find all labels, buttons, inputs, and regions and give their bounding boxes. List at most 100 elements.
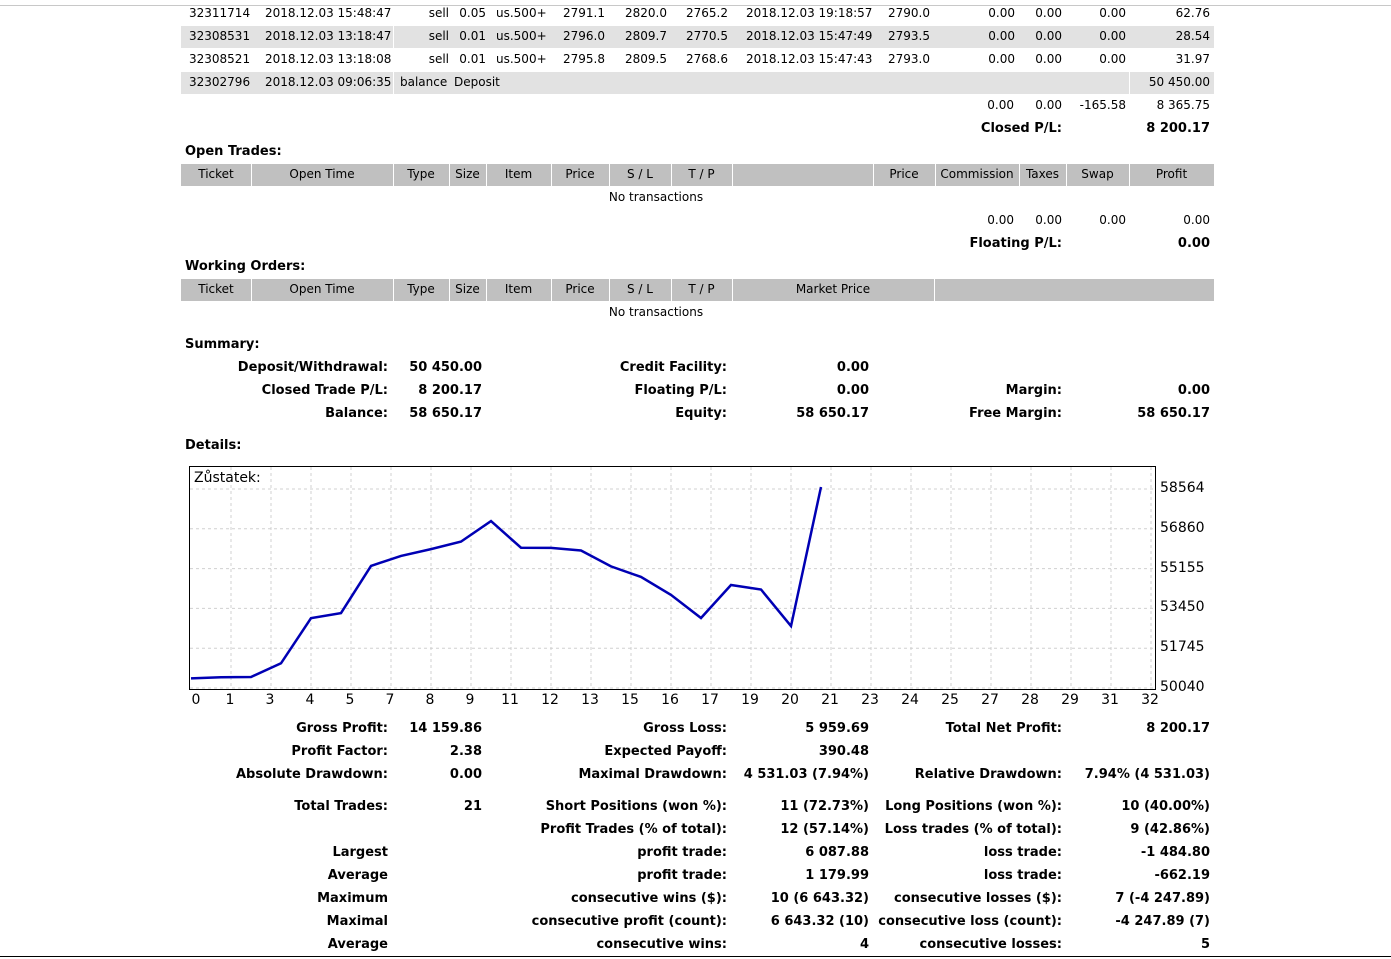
largest-label: Largest: [332, 845, 388, 860]
closed-open-time: 2018.12.03 13:18:47: [265, 29, 392, 43]
net-profit-label: Total Net Profit:: [945, 721, 1062, 736]
largest-loss-value: -1 484.80: [1140, 845, 1210, 860]
open-total-swap: 0.00: [1099, 213, 1126, 227]
wo-col-size: Size: [455, 282, 480, 296]
col-ticket: Ticket: [198, 167, 234, 181]
closed-commission: 0.00: [988, 29, 1015, 43]
closed-trade-row: 32311714 2018.12.03 15:48:47 sell 0.05 us.50…: [181, 3, 1214, 25]
col-type: Type: [407, 167, 435, 181]
relative-drawdown-value: 7.94% (4 531.03): [1084, 767, 1210, 782]
closed-profit: 28.54: [1175, 29, 1210, 43]
wo-col-item: Item: [504, 282, 533, 296]
y-tick-label: 51745: [1160, 639, 1205, 656]
y-tick-label: 55155: [1160, 559, 1205, 576]
x-tick-label: 16: [661, 692, 679, 708]
wo-col-price: Price: [565, 282, 595, 296]
closed-price: 2791.1: [563, 6, 605, 20]
closed-sl: 2820.0: [625, 6, 667, 20]
col-price: Price: [565, 167, 595, 181]
x-tick-label: 13: [581, 692, 599, 708]
profit-trades-value: 12 (57.14%): [780, 822, 869, 837]
closed-sl: 2809.7: [625, 29, 667, 43]
x-tick-label: 3: [265, 692, 275, 708]
balance-chart-plot: [190, 467, 1155, 689]
closed-total-swap: -165.58: [1079, 98, 1126, 112]
open-trades-title: Open Trades:: [185, 144, 282, 159]
closed-commission: 0.00: [988, 6, 1015, 20]
closed-close-time: 2018.12.03 19:18:57: [746, 6, 873, 20]
closed-close-time: 2018.12.03 15:47:49: [746, 29, 873, 43]
deposit-label: Deposit/Withdrawal:: [237, 360, 388, 375]
balance-row: 32302796 2018.12.03 09:06:35 balance Dep…: [181, 72, 1214, 94]
max-cons-wins-label: consecutive wins ($):: [570, 891, 727, 906]
x-tick-label: 1: [225, 692, 235, 708]
col-open-time: Open Time: [289, 167, 355, 181]
x-tick-label: 8: [425, 692, 435, 708]
y-tick-label: 56860: [1160, 519, 1205, 536]
wo-col-market-price: Market Price: [795, 282, 871, 296]
closed-profit: 62.76: [1175, 6, 1210, 20]
x-tick-label: 20: [781, 692, 799, 708]
closed-taxes: 0.00: [1035, 52, 1062, 66]
closed-size: 0.05: [459, 6, 486, 20]
closed-tp: 2768.6: [686, 52, 728, 66]
col-taxes: Taxes: [1025, 167, 1060, 181]
total-trades-value: 21: [463, 799, 482, 814]
x-tick-label: 11: [501, 692, 519, 708]
x-tick-label: 25: [941, 692, 959, 708]
closed-close-price: 2793.0: [888, 52, 930, 66]
col-tp: T / P: [688, 167, 715, 181]
avg-cons-losses-value: 5: [1200, 937, 1210, 952]
col-swap: Swap: [1081, 167, 1114, 181]
closed-trade-pl-value: 8 200.17: [418, 383, 482, 398]
deposit-value: 50 450.00: [409, 360, 482, 375]
closed-sl: 2809.5: [625, 52, 667, 66]
open-trades-empty: No transactions: [608, 190, 704, 204]
relative-drawdown-label: Relative Drawdown:: [914, 767, 1062, 782]
average2-label: Average: [327, 937, 388, 952]
x-tick-label: 21: [821, 692, 839, 708]
margin-label: Margin:: [1005, 383, 1062, 398]
closed-pl-value: 8 200.17: [1146, 121, 1210, 136]
gross-profit-label: Gross Profit:: [296, 721, 388, 736]
floating-pl-label: Floating P/L:: [969, 236, 1062, 251]
closed-type: sell: [428, 29, 449, 43]
closed-size: 0.01: [459, 52, 486, 66]
largest-profit-value: 6 087.88: [805, 845, 869, 860]
maximal-drawdown-value: 4 531.03 (7.94%): [743, 767, 869, 782]
closed-tp: 2770.5: [686, 29, 728, 43]
floating-pl-value: 0.00: [1177, 236, 1210, 251]
balance-label: Balance:: [325, 406, 388, 421]
maximal-label: Maximal: [326, 914, 388, 929]
closed-close-price: 2790.0: [888, 6, 930, 20]
maximum-label: Maximum: [317, 891, 388, 906]
closed-trade-row: 32308531 2018.12.03 13:18:47 sell 0.01 us.50…: [181, 26, 1214, 48]
open-total-profit: 0.00: [1183, 213, 1210, 227]
avg-cons-losses-label: consecutive losses:: [919, 937, 1062, 952]
x-tick-label: 7: [385, 692, 395, 708]
summary-floating-value: 0.00: [836, 383, 869, 398]
absolute-drawdown-value: 0.00: [449, 767, 482, 782]
balance-comment: Deposit: [454, 75, 500, 89]
average-profit-value: 1 179.99: [805, 868, 869, 883]
long-positions-value: 10 (40.00%): [1121, 799, 1210, 814]
maximal-profit-value: 6 643.32 (10): [770, 914, 869, 929]
col-item: Item: [504, 167, 533, 181]
closed-item: us.500+: [496, 52, 547, 66]
balance-amount: 50 450.00: [1148, 75, 1210, 89]
loss-trades-value: 9 (42.86%): [1130, 822, 1210, 837]
closed-trade-row: 32308521 2018.12.03 13:18:08 sell 0.01 us.50…: [181, 49, 1214, 71]
largest-loss-label: loss trade:: [983, 845, 1062, 860]
col-sl: S / L: [627, 167, 653, 181]
loss-trades-label: Loss trades (% of total):: [884, 822, 1062, 837]
closed-type: sell: [428, 52, 449, 66]
profit-trades-label: Profit Trades (% of total):: [540, 822, 727, 837]
col-price2: Price: [889, 167, 919, 181]
working-orders-empty: No transactions: [608, 305, 704, 319]
summary-floating-label: Floating P/L:: [634, 383, 727, 398]
average-loss-value: -662.19: [1154, 868, 1210, 883]
x-tick-label: 15: [621, 692, 639, 708]
col-profit: Profit: [1155, 167, 1188, 181]
equity-label: Equity:: [675, 406, 727, 421]
closed-commission: 0.00: [988, 52, 1015, 66]
